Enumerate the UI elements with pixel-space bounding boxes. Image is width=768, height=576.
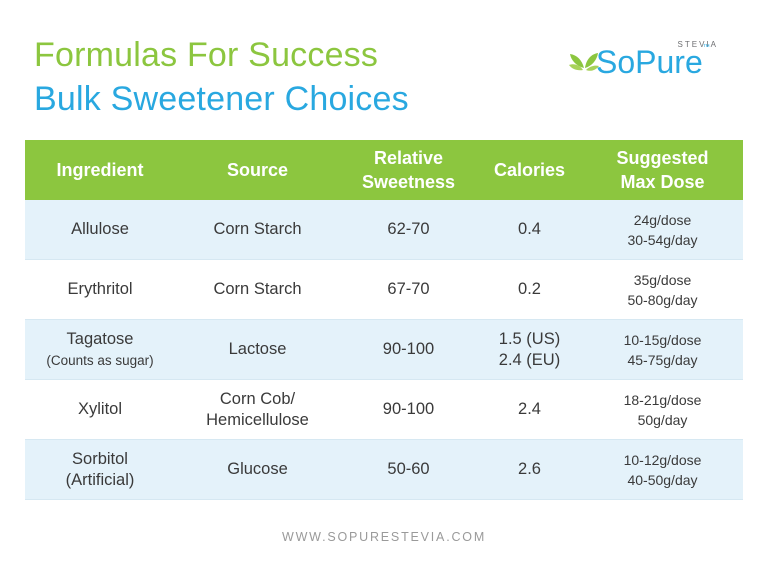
cell-source: Corn Starch	[175, 200, 340, 260]
header-relative-sweetness: Relative Sweetness	[340, 140, 477, 200]
cell-calories: 2.4	[477, 379, 582, 440]
cell-sweetness: 50-60	[340, 439, 477, 500]
cell-ingredient: Allulose	[25, 200, 175, 260]
sopure-logo: STEVIA SoPure™	[568, 38, 728, 84]
header-max-dose: Suggested Max Dose	[582, 140, 743, 200]
cell-sweetness: 62-70	[340, 200, 477, 260]
table-row: Xylitol Corn Cob/Hemicellulose 90-100 2.…	[25, 379, 743, 440]
cell-ingredient: Tagatose (Counts as sugar)	[25, 319, 175, 380]
ingredient-note: (Counts as sugar)	[46, 352, 154, 368]
ingredient-note: (Artificial)	[65, 470, 135, 489]
cell-ingredient: Xylitol	[25, 379, 175, 440]
logo-tagline: STEVIA	[677, 40, 718, 49]
cell-calories: 0.2	[477, 259, 582, 320]
table-row: Allulose Corn Starch 62-70 0.4 24g/dose 3…	[25, 200, 743, 260]
cell-max-dose: 18-21g/dose 50g/day	[582, 379, 743, 440]
cell-ingredient: Sorbitol (Artificial)	[25, 439, 175, 500]
cell-source: Glucose	[175, 439, 340, 500]
table-row: Erythritol Corn Starch 67-70 0.2 35g/dos…	[25, 259, 743, 320]
cell-sweetness: 90-100	[340, 379, 477, 440]
cell-max-dose: 35g/dose 50-80g/day	[582, 259, 743, 320]
cell-calories: 1.5 (US) 2.4 (EU)	[477, 319, 582, 380]
table-header-row: Ingredient Source Relative Sweetness Calo…	[25, 140, 743, 200]
cell-calories: 2.6	[477, 439, 582, 500]
cell-ingredient: Erythritol	[25, 259, 175, 320]
cell-max-dose: 24g/dose 30-54g/day	[582, 200, 743, 260]
cell-source: Corn Cob/Hemicellulose	[175, 379, 340, 440]
cell-source: Lactose	[175, 319, 340, 380]
page-title: Formulas For Success	[34, 36, 379, 74]
website-url: WWW.SOPURESTEVIA.COM	[281, 530, 487, 544]
trademark-symbol: ™	[702, 44, 710, 51]
table-row: Tagatose (Counts as sugar) Lactose 90-100…	[25, 319, 743, 380]
header-source: Source	[175, 140, 340, 200]
cell-sweetness: 90-100	[340, 319, 477, 380]
cell-max-dose: 10-12g/dose 40-50g/day	[582, 439, 743, 500]
sweetener-table: Ingredient Source Relative Sweetness Calo…	[25, 140, 743, 500]
cell-sweetness: 67-70	[340, 259, 477, 320]
table-row: Sorbitol (Artificial) Glucose 50-60 2.6 1…	[25, 439, 743, 500]
page-subtitle: Bulk Sweetener Choices	[34, 80, 409, 118]
header-ingredient: Ingredient	[25, 140, 175, 200]
header-calories: Calories	[477, 140, 582, 200]
leaf-icon	[569, 53, 599, 71]
logo-brand: SoPure™	[596, 44, 710, 80]
cell-calories: 0.4	[477, 200, 582, 260]
cell-max-dose: 10-15g/dose 45-75g/day	[582, 319, 743, 380]
cell-source: Corn Starch	[175, 259, 340, 320]
